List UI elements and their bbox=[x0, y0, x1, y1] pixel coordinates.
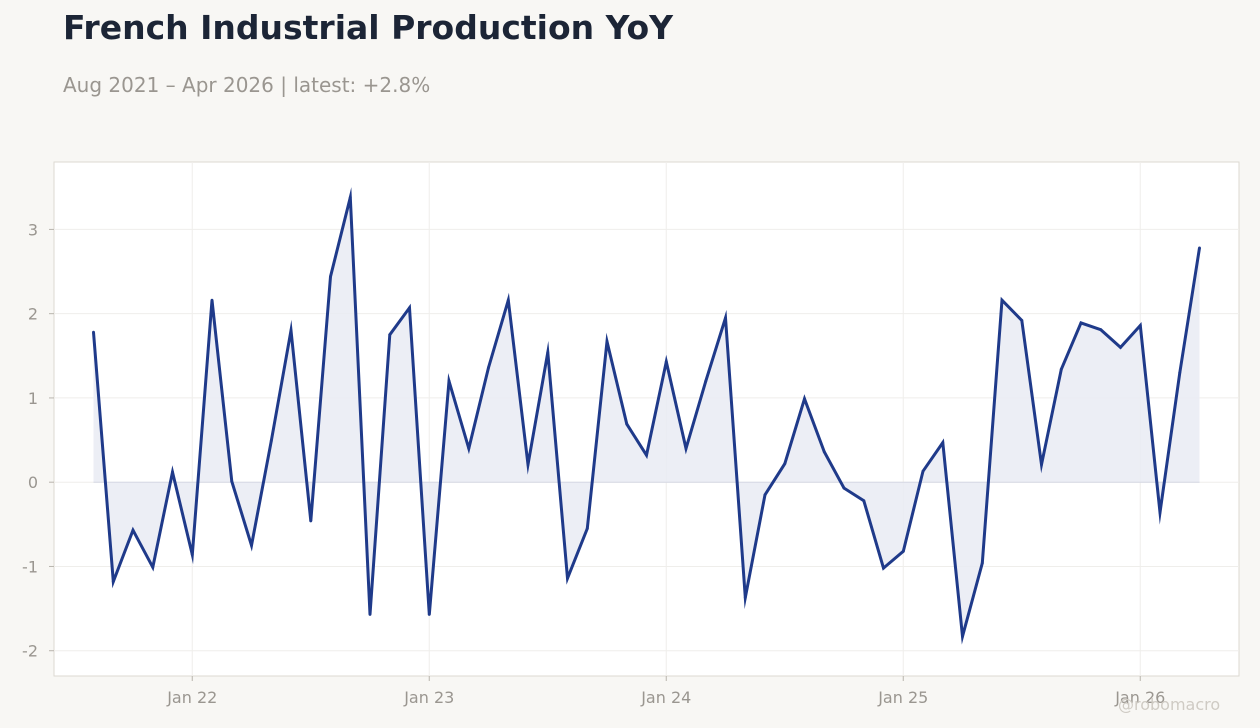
data-point bbox=[388, 333, 392, 337]
data-point bbox=[368, 613, 372, 616]
data-point bbox=[309, 519, 313, 523]
data-point bbox=[664, 360, 668, 364]
data-point bbox=[625, 422, 629, 426]
data-point bbox=[1178, 371, 1182, 375]
data-point bbox=[329, 275, 332, 278]
y-tick-label: 1 bbox=[28, 389, 38, 408]
data-point bbox=[961, 634, 964, 638]
data-point bbox=[1119, 345, 1122, 349]
data-point bbox=[1158, 511, 1162, 514]
y-tick-label: 0 bbox=[28, 473, 38, 492]
data-point bbox=[684, 447, 688, 450]
data-point bbox=[467, 447, 471, 450]
data-point bbox=[941, 441, 945, 444]
x-tick-label: Jan 23 bbox=[403, 688, 454, 707]
data-point bbox=[111, 580, 115, 584]
y-tick-label: -1 bbox=[22, 557, 38, 576]
data-point bbox=[210, 298, 214, 302]
data-point bbox=[427, 613, 431, 616]
x-tick-label: Jan 24 bbox=[640, 688, 691, 707]
x-tick-label: Jan 25 bbox=[877, 688, 928, 707]
data-point bbox=[1138, 324, 1142, 327]
data-point bbox=[743, 596, 747, 600]
data-point bbox=[230, 479, 234, 483]
data-point bbox=[526, 463, 530, 466]
data-point bbox=[487, 366, 490, 369]
data-point bbox=[980, 561, 984, 565]
x-tick-label: Jan 22 bbox=[166, 688, 217, 707]
data-point bbox=[783, 462, 787, 466]
data-point bbox=[763, 493, 767, 497]
x-tick-label: Jan 26 bbox=[1114, 688, 1165, 707]
data-point bbox=[645, 453, 648, 457]
data-point bbox=[822, 450, 826, 454]
data-point bbox=[546, 351, 550, 354]
watermark: @robomacro bbox=[1118, 695, 1221, 714]
data-point bbox=[250, 543, 253, 547]
data-point bbox=[151, 565, 155, 569]
chart-title: French Industrial Production YoY bbox=[63, 8, 674, 47]
y-tick-label: 3 bbox=[28, 220, 38, 239]
x-axis: Jan 22 Jan 23 Jan 24 Jan 25 Jan 26 bbox=[166, 676, 1165, 707]
data-point bbox=[269, 439, 273, 443]
data-point bbox=[704, 379, 708, 383]
data-point bbox=[901, 549, 905, 553]
data-point bbox=[1020, 319, 1024, 322]
data-point bbox=[1198, 246, 1201, 250]
y-axis: -2 -1 0 1 2 3 bbox=[22, 220, 54, 661]
data-point bbox=[289, 329, 293, 332]
data-point bbox=[1079, 321, 1083, 325]
data-point bbox=[566, 576, 569, 580]
series-area-fill bbox=[93, 197, 1200, 637]
data-point bbox=[408, 306, 411, 310]
data-points bbox=[92, 195, 1201, 638]
y-tick-label: 2 bbox=[28, 305, 38, 324]
data-point bbox=[605, 340, 609, 343]
data-point bbox=[447, 379, 451, 383]
data-point bbox=[348, 195, 352, 199]
data-point bbox=[1099, 328, 1103, 332]
plot-area bbox=[53, 161, 1240, 677]
data-point bbox=[921, 469, 925, 473]
y-tick-label: -2 bbox=[22, 642, 38, 661]
data-point bbox=[882, 566, 885, 570]
data-point bbox=[803, 397, 806, 401]
chart-subtitle: Aug 2021 – Apr 2026 | latest: +2.8% bbox=[63, 73, 431, 97]
data-point bbox=[1059, 367, 1063, 371]
data-point bbox=[842, 486, 846, 490]
data-point bbox=[190, 553, 194, 557]
data-point bbox=[92, 330, 95, 334]
data-point bbox=[506, 298, 510, 302]
data-point bbox=[1000, 298, 1004, 302]
data-point bbox=[171, 470, 174, 474]
data-point bbox=[724, 316, 727, 320]
data-point bbox=[862, 499, 866, 503]
data-point bbox=[1040, 463, 1043, 466]
data-point bbox=[131, 528, 135, 532]
data-point bbox=[585, 527, 589, 530]
